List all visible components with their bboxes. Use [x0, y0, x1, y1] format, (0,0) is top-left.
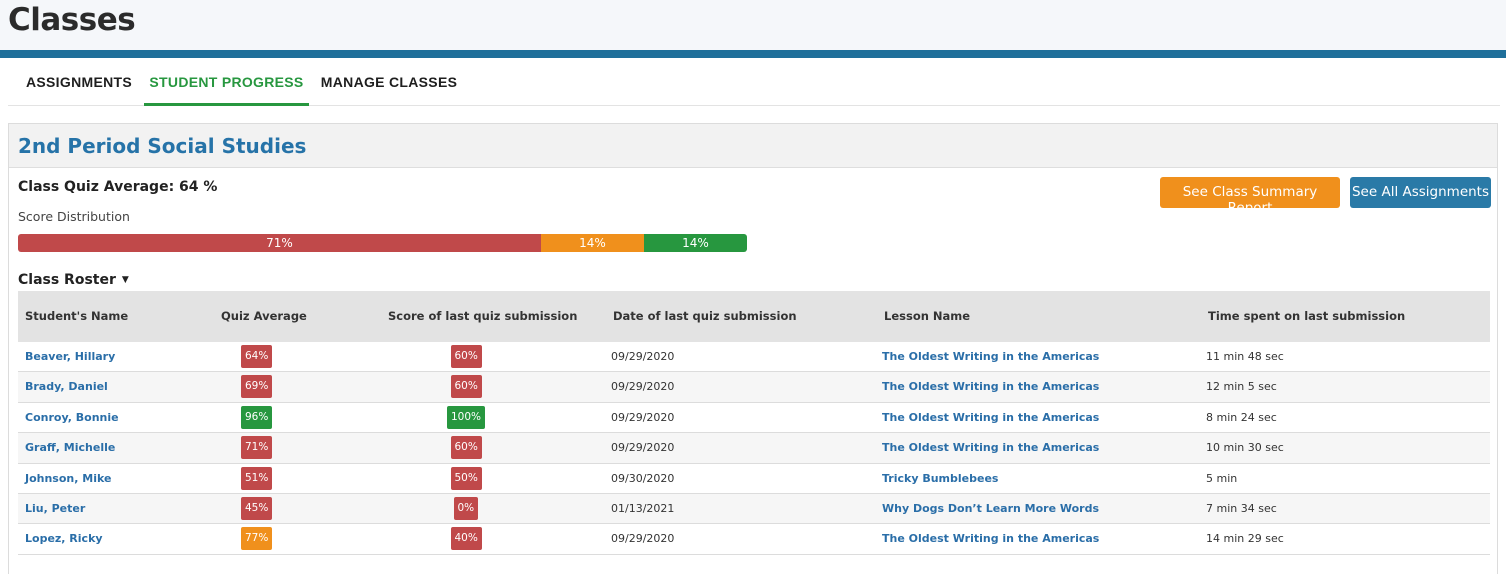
class-panel-header: 2nd Period Social Studies: [9, 124, 1497, 168]
tab-assignments[interactable]: ASSIGNMENTS: [26, 74, 132, 90]
table-header-row: Student's Name Quiz Average Score of las…: [18, 291, 1490, 342]
time-spent: 5 min: [1206, 471, 1238, 485]
time-spent: 7 min 34 sec: [1206, 502, 1277, 515]
time-spent: 8 min 24 sec: [1206, 410, 1277, 424]
class-roster-toggle[interactable]: Class Roster ▼: [18, 272, 129, 288]
lesson-name-link[interactable]: The Oldest Writing in the Americas: [882, 350, 1100, 363]
class-panel: 2nd Period Social Studies Class Quiz Ave…: [8, 123, 1498, 574]
table-row: Beaver, Hillary 64% 60% 09/29/2020 The Oldes…: [18, 342, 1490, 373]
student-name-link[interactable]: Johnson, Mike: [25, 471, 112, 485]
last-submission-date: 09/29/2020: [611, 350, 675, 363]
lesson-name-link[interactable]: The Oldest Writing in the Americas: [882, 380, 1100, 394]
lesson-name-link[interactable]: Why Dogs Don’t Learn More Words: [882, 502, 1100, 515]
table-row: Liu, Peter 45% 0% 01/13/2021 Why Dogs Don’t …: [18, 494, 1490, 525]
score-distribution-label: Score Distribution: [18, 209, 130, 224]
table-row: Conroy, Bonnie 96% 100% 09/29/2020 The Oldes…: [18, 403, 1490, 434]
column-header-lesson-name[interactable]: Lesson Name: [884, 309, 971, 323]
class-quiz-average: Class Quiz Average: 64 %: [18, 179, 218, 195]
student-name-link[interactable]: Conroy, Bonnie: [25, 410, 119, 424]
page-title: Classes: [8, 2, 136, 38]
column-header-quiz-average[interactable]: Quiz Average: [221, 309, 307, 323]
column-header-student-name[interactable]: Student's Name: [25, 309, 129, 323]
distribution-segment-green: 14%: [644, 234, 747, 252]
time-spent: 12 min 5 sec: [1206, 380, 1277, 394]
tab-bar: ASSIGNMENTS STUDENT PROGRESS MANAGE CLAS…: [8, 58, 1500, 106]
last-submission-date: 09/29/2020: [611, 410, 675, 424]
lesson-name-link[interactable]: The Oldest Writing in the Americas: [882, 410, 1100, 424]
time-spent: 14 min 29 sec: [1206, 532, 1284, 546]
last-score-badge: 60%: [450, 345, 482, 368]
caret-down-icon: ▼: [121, 275, 129, 285]
quiz-average-badge: 64%: [241, 345, 273, 368]
quiz-average-badge: 96%: [241, 405, 273, 429]
last-submission-date: 09/30/2020: [611, 471, 675, 485]
distribution-segment-orange: 14%: [541, 234, 644, 252]
quiz-average-badge: 51%: [241, 466, 273, 490]
last-submission-date: 01/13/2021: [611, 502, 675, 515]
last-score-badge: 40%: [450, 527, 482, 551]
class-name: 2nd Period Social Studies: [18, 134, 307, 158]
header-accent-rule: [0, 50, 1506, 58]
student-name-link[interactable]: Liu, Peter: [25, 502, 86, 515]
see-class-summary-report-button[interactable]: See Class Summary Report: [1160, 177, 1340, 216]
score-distribution-bar: 71% 14% 14%: [18, 234, 747, 252]
last-score-badge: 60%: [450, 436, 482, 460]
lesson-name-link[interactable]: The Oldest Writing in the Americas: [882, 441, 1100, 455]
quiz-average-badge: 69%: [241, 375, 273, 399]
column-header-last-date[interactable]: Date of last quiz submission: [613, 309, 797, 323]
last-score-badge: 50%: [450, 466, 482, 490]
last-submission-date: 09/29/2020: [611, 532, 675, 546]
see-all-assignments-button[interactable]: See All Assignments: [1350, 177, 1491, 208]
lesson-name-link[interactable]: The Oldest Writing in the Americas: [882, 532, 1100, 546]
distribution-segment-red: 71%: [18, 234, 541, 252]
quiz-average-badge: 45%: [241, 497, 273, 520]
column-header-time-spent[interactable]: Time spent on last submission: [1208, 309, 1406, 323]
tab-manage-classes[interactable]: MANAGE CLASSES: [320, 74, 458, 90]
table-row: Johnson, Mike 51% 50% 09/30/2020 Tricky Bumb…: [18, 464, 1490, 494]
student-name-link[interactable]: Brady, Daniel: [25, 380, 108, 394]
page-header: Classes: [0, 0, 1506, 50]
time-spent: 10 min 30 sec: [1206, 441, 1284, 455]
student-name-link[interactable]: Graff, Michelle: [25, 441, 116, 455]
time-spent: 11 min 48 sec: [1206, 350, 1284, 363]
table-row: Lopez, Ricky 77% 40% 09/29/2020 The Oldest W…: [18, 524, 1490, 555]
column-header-last-score[interactable]: Score of last quiz submission: [388, 309, 578, 323]
lesson-name-link[interactable]: Tricky Bumblebees: [882, 471, 999, 485]
table-row: Brady, Daniel 69% 60% 09/29/2020 The Oldest …: [18, 372, 1490, 403]
last-submission-date: 09/29/2020: [611, 380, 675, 394]
table-row: Graff, Michelle 71% 60% 09/29/2020 The Oldes…: [18, 433, 1490, 464]
tab-student-progress[interactable]: STUDENT PROGRESS: [144, 58, 309, 106]
student-name-link[interactable]: Beaver, Hillary: [25, 350, 116, 363]
last-score-badge: 60%: [450, 375, 482, 399]
class-roster-title: Class Roster: [18, 272, 116, 288]
quiz-average-badge: 77%: [241, 527, 273, 551]
student-name-link[interactable]: Lopez, Ricky: [25, 532, 103, 546]
last-score-badge: 0%: [453, 497, 479, 520]
last-score-badge: 100%: [447, 405, 486, 429]
last-submission-date: 09/29/2020: [611, 441, 675, 455]
quiz-average-badge: 71%: [241, 436, 273, 460]
